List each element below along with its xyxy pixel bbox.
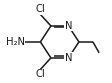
Text: H₂N: H₂N: [6, 37, 24, 47]
Text: N: N: [64, 21, 72, 31]
Text: N: N: [64, 53, 72, 63]
Text: Cl: Cl: [35, 4, 45, 14]
Text: Cl: Cl: [35, 69, 45, 79]
